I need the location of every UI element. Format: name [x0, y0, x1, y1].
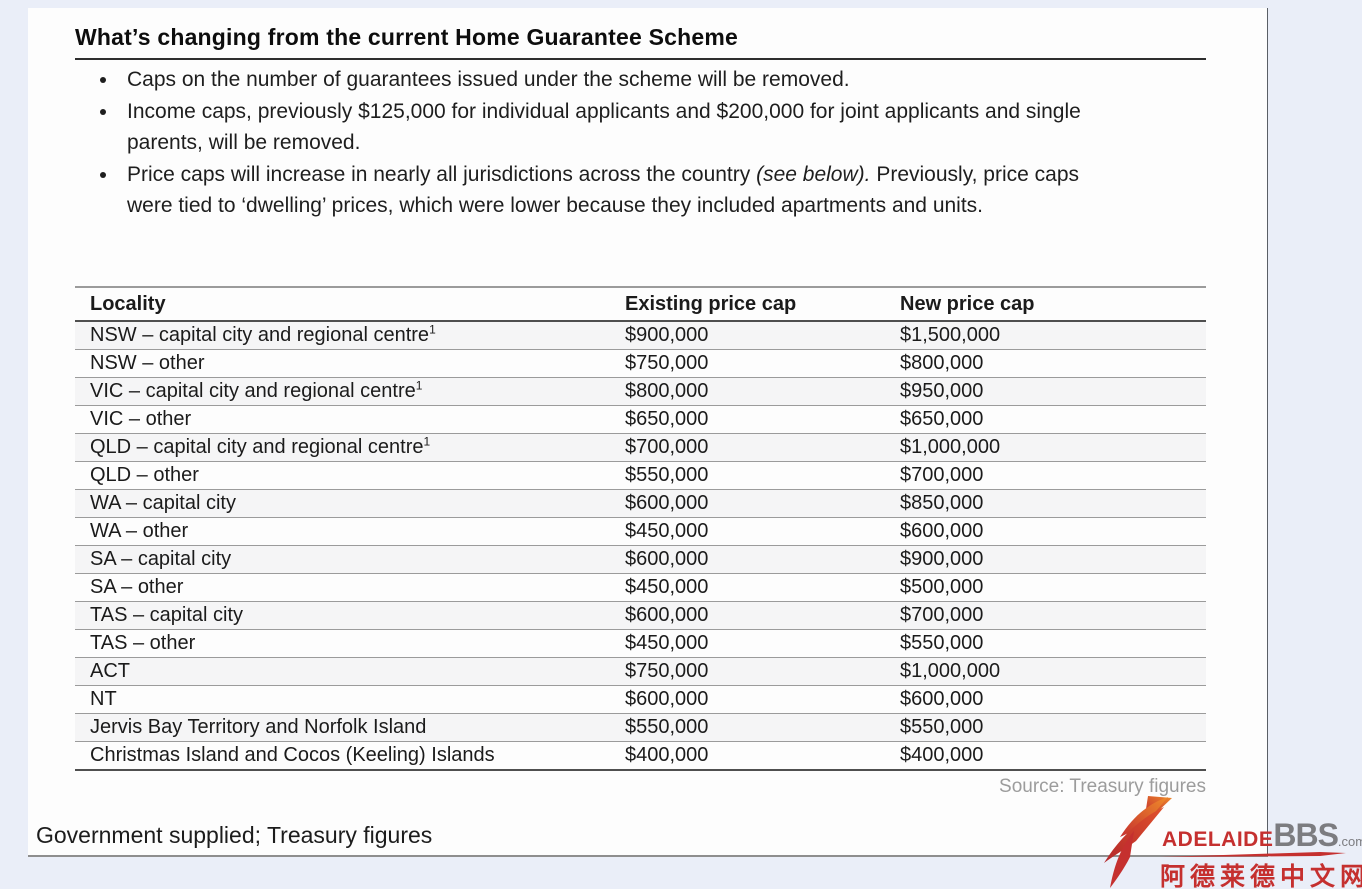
locality-cell: VIC – other	[75, 405, 625, 434]
new-price-cap-cell: $550,000	[900, 629, 1206, 658]
locality-cell: Jervis Bay Territory and Norfolk Island	[75, 713, 625, 742]
table-row: WA – capital city $600,000 $850,000	[75, 489, 1206, 518]
page-title: What’s changing from the current Home Gu…	[75, 24, 1206, 60]
footnote-marker: 1	[429, 322, 436, 337]
table-row: TAS – capital city $600,000 $700,000	[75, 601, 1206, 630]
existing-price-cap-cell: $900,000	[625, 320, 900, 350]
brand-chinese-text: 阿德莱德中文网	[1160, 863, 1362, 889]
locality-cell: ACT	[75, 657, 625, 686]
table-header-row: Locality Existing price cap New price ca…	[75, 287, 1206, 322]
new-price-cap-cell: $400,000	[900, 741, 1206, 770]
new-price-cap-cell: $800,000	[900, 349, 1206, 378]
table-header: Locality Existing price cap New price ca…	[75, 287, 1206, 322]
table-row: SA – other $450,000 $500,000	[75, 573, 1206, 602]
existing-price-cap-cell: $450,000	[625, 573, 900, 602]
adelaidebbs-brand-text: AdelaideBBS.com	[1162, 817, 1362, 854]
existing-price-cap-cell: $600,000	[625, 489, 900, 518]
price-cap-table-section: Locality Existing price cap New price ca…	[75, 286, 1206, 798]
locality-cell: SA – capital city	[75, 545, 625, 574]
bullet-text: Income caps, previously $125,000 for ind…	[127, 99, 1081, 155]
footnote-marker: 1	[423, 434, 431, 449]
new-price-cap-cell: $850,000	[900, 489, 1206, 518]
new-price-cap-cell: $600,000	[900, 517, 1206, 546]
new-price-cap-cell: $700,000	[900, 601, 1206, 630]
table-row: Jervis Bay Territory and Norfolk Island $…	[75, 713, 1206, 742]
table-row: TAS – other $450,000 $550,000	[75, 629, 1206, 658]
locality-cell: NSW – capital city and regional centre1	[75, 320, 625, 350]
existing-price-cap-cell: $600,000	[625, 601, 900, 630]
new-price-cap-cell: $1,000,000	[900, 433, 1206, 462]
existing-price-cap-cell: $450,000	[625, 517, 900, 546]
locality-cell: QLD – other	[75, 461, 625, 490]
new-price-cap-cell: $1,000,000	[900, 657, 1206, 686]
column-header-locality: Locality	[75, 287, 625, 322]
existing-price-cap-cell: $650,000	[625, 405, 900, 434]
locality-cell: WA – capital city	[75, 489, 625, 518]
adelaidebbs-swoosh-icon	[1104, 796, 1172, 888]
attribution-caption: Government supplied; Treasury figures	[36, 822, 433, 848]
brand-bbs: BBS	[1273, 817, 1339, 853]
locality-cell: Christmas Island and Cocos (Keeling) Isl…	[75, 741, 625, 770]
new-price-cap-cell: $950,000	[900, 377, 1206, 406]
locality-cell: NT	[75, 685, 625, 714]
new-price-cap-cell: $1,500,000	[900, 320, 1206, 350]
existing-price-cap-cell: $600,000	[625, 685, 900, 714]
source-note: Source: Treasury figures	[999, 776, 1206, 797]
footnote-marker: 1	[415, 378, 423, 393]
existing-price-cap-cell: $450,000	[625, 629, 900, 658]
price-cap-table: Locality Existing price cap New price ca…	[75, 286, 1206, 771]
existing-price-cap-cell: $600,000	[625, 545, 900, 574]
table-row: SA – capital city $600,000 $900,000	[75, 545, 1206, 574]
new-price-cap-cell: $550,000	[900, 713, 1206, 742]
existing-price-cap-cell: $400,000	[625, 741, 900, 770]
bullet-text: Caps on the number of guarantees issued …	[127, 68, 850, 91]
table-row: NSW – other $750,000 $800,000	[75, 349, 1206, 378]
existing-price-cap-cell: $750,000	[625, 657, 900, 686]
brand-adelaide: Adelaide	[1162, 828, 1274, 851]
locality-cell: QLD – capital city and regional centre1	[75, 433, 625, 462]
new-price-cap-cell: $700,000	[900, 461, 1206, 490]
content-card: What’s changing from the current Home Gu…	[28, 8, 1268, 857]
brand-tld: .com	[1337, 834, 1362, 849]
locality-cell: TAS – capital city	[75, 601, 625, 630]
price-table-body: NSW – capital city and regional centre1 $…	[75, 320, 1206, 770]
summary-bullet-list: Caps on the number of guarantees issued …	[75, 64, 1120, 222]
bullet-income-caps: Income caps, previously $125,000 for ind…	[119, 96, 1120, 159]
existing-price-cap-cell: $550,000	[625, 461, 900, 490]
bullet-price-caps: Price caps will increase in nearly all j…	[119, 159, 1120, 222]
locality-cell: TAS – other	[75, 629, 625, 658]
column-header-new-cap: New price cap	[900, 287, 1206, 322]
bullet-text-italic: (see below).	[756, 162, 871, 186]
existing-price-cap-cell: $750,000	[625, 349, 900, 378]
bullet-text: Price caps will increase in nearly all j…	[127, 162, 757, 186]
locality-cell: SA – other	[75, 573, 625, 602]
new-price-cap-cell: $600,000	[900, 685, 1206, 714]
existing-price-cap-cell: $800,000	[625, 377, 900, 406]
table-row: WA – other $450,000 $600,000	[75, 517, 1206, 546]
table-row: QLD – capital city and regional centre1 $…	[75, 433, 1206, 462]
existing-price-cap-cell: $550,000	[625, 713, 900, 742]
new-price-cap-cell: $500,000	[900, 573, 1206, 602]
table-row: VIC – other $650,000 $650,000	[75, 405, 1206, 434]
table-row: ACT $750,000 $1,000,000	[75, 657, 1206, 686]
existing-price-cap-cell: $700,000	[625, 433, 900, 462]
locality-cell: VIC – capital city and regional centre1	[75, 377, 625, 406]
bullet-guarantee-caps: Caps on the number of guarantees issued …	[119, 64, 1120, 96]
adelaidebbs-watermark-logo: AdelaideBBS.com 阿德莱德中文网	[1102, 795, 1362, 889]
brand-underline-icon	[1160, 852, 1346, 857]
table-row: QLD – other $550,000 $700,000	[75, 461, 1206, 490]
locality-cell: WA – other	[75, 517, 625, 546]
table-row: VIC – capital city and regional centre1 $…	[75, 377, 1206, 406]
column-header-existing-cap: Existing price cap	[625, 287, 900, 322]
bullet-text: Previously, price caps were tied to ‘dwe…	[127, 162, 1080, 218]
new-price-cap-cell: $650,000	[900, 405, 1206, 434]
new-price-cap-cell: $900,000	[900, 545, 1206, 574]
locality-cell: NSW – other	[75, 349, 625, 378]
table-row: NT $600,000 $600,000	[75, 685, 1206, 714]
table-row: Christmas Island and Cocos (Keeling) Isl…	[75, 741, 1206, 770]
table-row: NSW – capital city and regional centre1 $…	[75, 320, 1206, 350]
